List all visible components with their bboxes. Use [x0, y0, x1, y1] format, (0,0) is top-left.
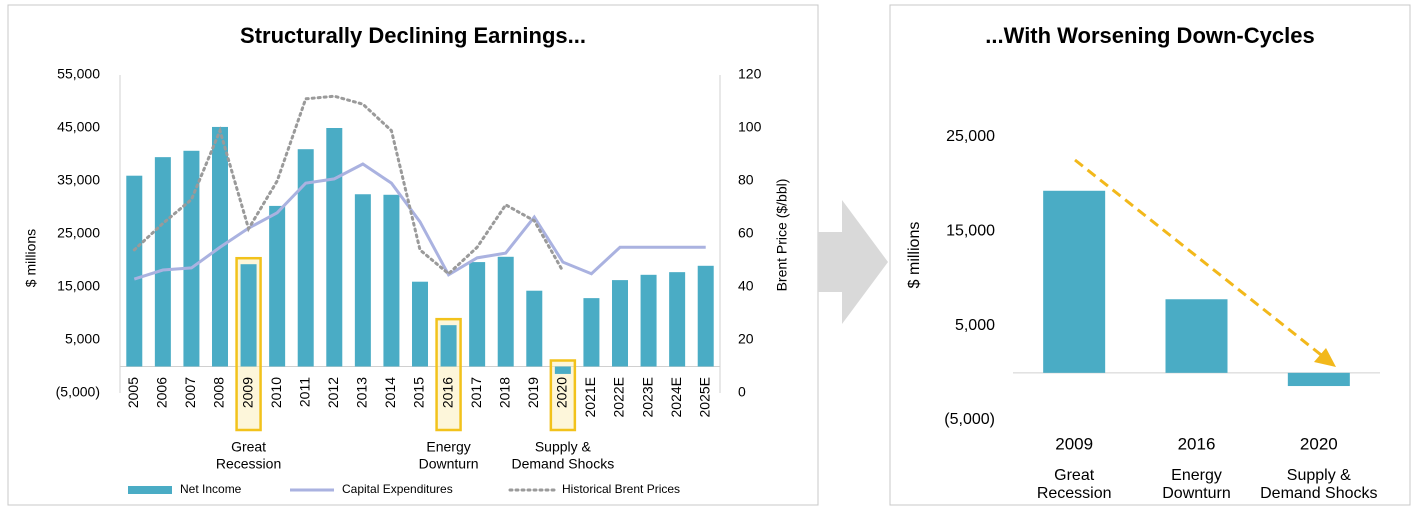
bar [1165, 299, 1228, 373]
y2-axis-label: Brent Price ($/bbl) [774, 179, 790, 292]
x-tick-label: 2024E [668, 377, 684, 417]
bar [297, 149, 314, 367]
x-tick-label: 2022E [611, 377, 627, 417]
annotation: Energy [426, 439, 470, 455]
arrow [818, 200, 888, 324]
category-note: Supply & [1287, 467, 1351, 484]
bar [697, 265, 714, 367]
legend-label: Historical Brent Prices [562, 482, 680, 496]
bar [326, 128, 343, 367]
x-tick-label: 2009 [1055, 434, 1093, 453]
x-tick-label: 2018 [496, 377, 512, 408]
bar [383, 194, 400, 367]
annotation: Supply & [535, 439, 592, 455]
bar [612, 280, 628, 367]
x-tick-label: 2020 [1300, 434, 1338, 453]
y2-tick-label: 80 [738, 172, 754, 188]
y-tick-label: 15,000 [57, 278, 100, 294]
capex-line [133, 162, 706, 281]
y2-tick-label: 40 [738, 278, 754, 294]
y-axis-label: $ millions [906, 222, 923, 289]
y-tick-label: 35,000 [57, 172, 100, 188]
y2-tick-label: 100 [738, 119, 762, 135]
annotation: Great [231, 439, 266, 455]
category-note: Downturn [1162, 485, 1230, 502]
y-tick-label: 25,000 [57, 225, 100, 241]
y-tick-label: 45,000 [57, 119, 100, 135]
bar [126, 175, 143, 367]
brent-line [132, 94, 565, 276]
x-tick-label: 2016 [439, 377, 455, 408]
category-note: Demand Shocks [1260, 485, 1377, 502]
x-tick-label: 2011 [296, 377, 312, 407]
bar [554, 366, 571, 374]
x-tick-label: 2007 [182, 377, 198, 408]
y-tick-label: 25,000 [946, 128, 995, 145]
x-tick-label: 2014 [382, 377, 398, 408]
right-panel [889, 4, 1411, 506]
annotation: Downturn [419, 456, 479, 472]
x-tick-label: 2013 [354, 377, 370, 408]
x-tick-label: 2021E [582, 377, 598, 417]
bar [440, 325, 457, 367]
x-tick-label: 2016 [1178, 434, 1216, 453]
bar [183, 150, 200, 367]
bar [669, 272, 686, 367]
x-tick-label: 2012 [325, 377, 341, 408]
x-tick-label: 2009 [239, 377, 255, 408]
bar [354, 194, 371, 367]
x-tick-label: 2017 [468, 377, 484, 408]
x-tick-label: 2019 [525, 377, 541, 408]
y-tick-label: (5,000) [944, 411, 995, 428]
bar [583, 298, 600, 367]
y-tick-label: 15,000 [946, 223, 995, 240]
y2-tick-label: 60 [738, 225, 754, 241]
bar [1043, 190, 1106, 373]
trend-arrowhead [1314, 348, 1336, 367]
x-tick-label: 2008 [211, 377, 227, 408]
x-tick-label: 2006 [154, 377, 170, 408]
chart-title: ...With Worsening Down-Cycles [985, 23, 1314, 48]
y-tick-label: (5,000) [56, 384, 100, 400]
y-axis-label: $ millions [23, 229, 39, 287]
bar [412, 281, 428, 367]
bar [1287, 372, 1350, 387]
annotation: Demand Shocks [511, 456, 614, 472]
y2-tick-label: 0 [738, 384, 746, 400]
x-tick-label: 2023E [639, 377, 655, 417]
category-note: Recession [1037, 485, 1112, 502]
category-note: Great [1054, 467, 1095, 484]
legend-label: Capital Expenditures [342, 482, 453, 496]
bar [497, 256, 514, 367]
x-tick-label: 2005 [125, 377, 141, 408]
category-note: Energy [1171, 467, 1222, 484]
trend-arrow [1074, 158, 1326, 360]
bar [640, 274, 657, 367]
y-tick-label: 5,000 [955, 317, 995, 334]
bar [269, 205, 286, 367]
y2-tick-label: 20 [738, 331, 754, 347]
y2-tick-label: 120 [738, 66, 762, 82]
bar [469, 262, 486, 367]
bar [154, 157, 171, 367]
bar [526, 290, 543, 367]
y-tick-label: 5,000 [65, 331, 100, 347]
legend-label: Net Income [180, 482, 242, 496]
y-tick-label: 55,000 [57, 66, 100, 82]
x-tick-label: 2025E [696, 377, 712, 417]
x-tick-label: 2010 [268, 377, 284, 408]
bar [240, 264, 257, 367]
x-tick-label: 2020 [554, 377, 570, 408]
annotation: Recession [216, 456, 281, 472]
chart-title: Structurally Declining Earnings... [240, 23, 586, 48]
legend-swatch [128, 486, 172, 494]
x-tick-label: 2015 [411, 377, 427, 408]
